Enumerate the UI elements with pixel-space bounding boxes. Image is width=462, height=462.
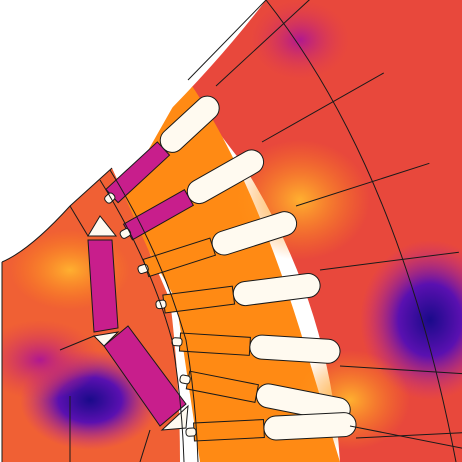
rotor-line-d <box>139 429 151 462</box>
stator-slot <box>211 211 298 256</box>
rotor-line-b <box>69 205 89 237</box>
stator-slot <box>186 149 265 205</box>
slot-opening <box>119 228 132 239</box>
magnet-upper <box>87 239 119 333</box>
stator-region <box>120 0 462 462</box>
slot-opening <box>179 374 191 385</box>
outer-boundary <box>265 0 457 462</box>
stator-yoke-line <box>187 0 267 81</box>
airgap-boundary-stator <box>109 169 199 462</box>
tooth-divider-line <box>295 162 430 207</box>
stator-slot <box>159 95 220 153</box>
tooth-divider-line <box>339 365 462 375</box>
tooth-divider-line <box>261 72 385 143</box>
magnet-upper-cap-top <box>87 215 118 237</box>
magnet-upper-cap-bottom <box>92 331 120 347</box>
stator-teeth-field <box>120 80 340 462</box>
field-low-spot-outer <box>360 240 462 400</box>
stator-slot <box>249 334 341 364</box>
slot-wedge <box>193 419 265 442</box>
field-low-spot-top <box>250 0 350 80</box>
tooth-divider-line <box>319 251 459 271</box>
tooth-divider-line <box>215 0 310 87</box>
rotor-outer-arc <box>1 167 113 263</box>
stator-slot <box>263 412 357 441</box>
stator-slots <box>104 95 357 442</box>
slot-wedge <box>178 332 251 356</box>
rotor-magnets <box>87 215 189 431</box>
slot-divider-lines <box>215 0 462 449</box>
magnet-lower <box>103 325 187 427</box>
slot-opening <box>185 427 197 437</box>
tooth-divider-line <box>349 425 462 449</box>
slot-opening <box>171 337 183 347</box>
tooth-divider-line <box>355 432 462 439</box>
rotor-line-a <box>59 335 95 351</box>
rotor-mid-spot <box>2 320 100 400</box>
airgap-boundary-rotor <box>99 179 185 462</box>
